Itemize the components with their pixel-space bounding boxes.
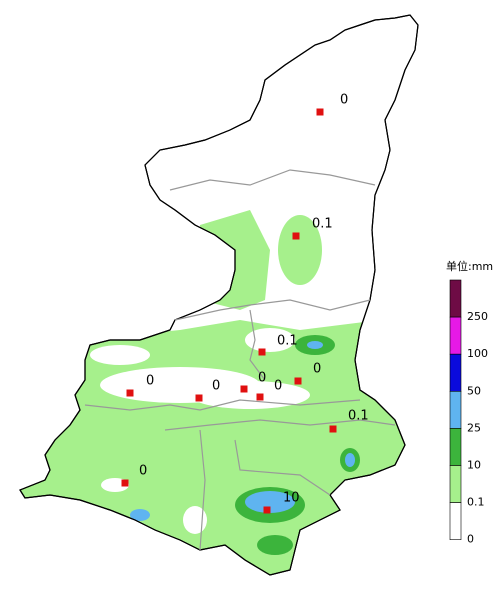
legend-title: 单位:mm [446, 259, 493, 273]
station-marker [258, 348, 266, 356]
legend-swatch [449, 279, 462, 318]
station-marker [256, 393, 264, 401]
legend-swatch [449, 353, 462, 392]
city-borders [84, 169, 396, 551]
station-value: 0 [139, 464, 147, 479]
station-marker [240, 385, 248, 393]
legend-label: 10 [467, 459, 481, 472]
station-value: 0 [146, 374, 154, 389]
station-marker [121, 479, 129, 487]
station-marker [329, 425, 337, 433]
legend-swatch [449, 390, 462, 429]
station-value: 0.1 [277, 334, 298, 349]
station-value: 0 [313, 362, 321, 377]
station-marker [294, 377, 302, 385]
station-value: 0 [340, 93, 348, 108]
legend-label: 0.1 [467, 496, 485, 509]
station-value: 0 [274, 379, 282, 394]
station-marker [195, 394, 203, 402]
legend-label: 50 [467, 384, 481, 397]
station-value: 0.1 [312, 217, 333, 232]
legend-label: 250 [467, 310, 488, 323]
legend-label: 0 [467, 533, 474, 546]
station-marker [126, 389, 134, 397]
province-border [19, 14, 419, 576]
legend-label: 100 [467, 347, 488, 360]
station-value: 0 [212, 379, 220, 394]
legend-swatch [449, 428, 462, 466]
station-marker [316, 108, 324, 116]
legend-swatch [449, 465, 462, 503]
station-marker [263, 506, 271, 514]
station-value: 0 [258, 371, 266, 386]
station-value: 10 [283, 491, 300, 506]
legend-swatch [449, 502, 462, 541]
legend-label: 25 [467, 421, 481, 434]
legend: 单位:mm 250 100 50 25 10 0.1 0 [446, 259, 493, 546]
station-marker [292, 232, 300, 240]
station-value: 0.1 [348, 409, 369, 424]
legend-swatch [449, 316, 462, 355]
